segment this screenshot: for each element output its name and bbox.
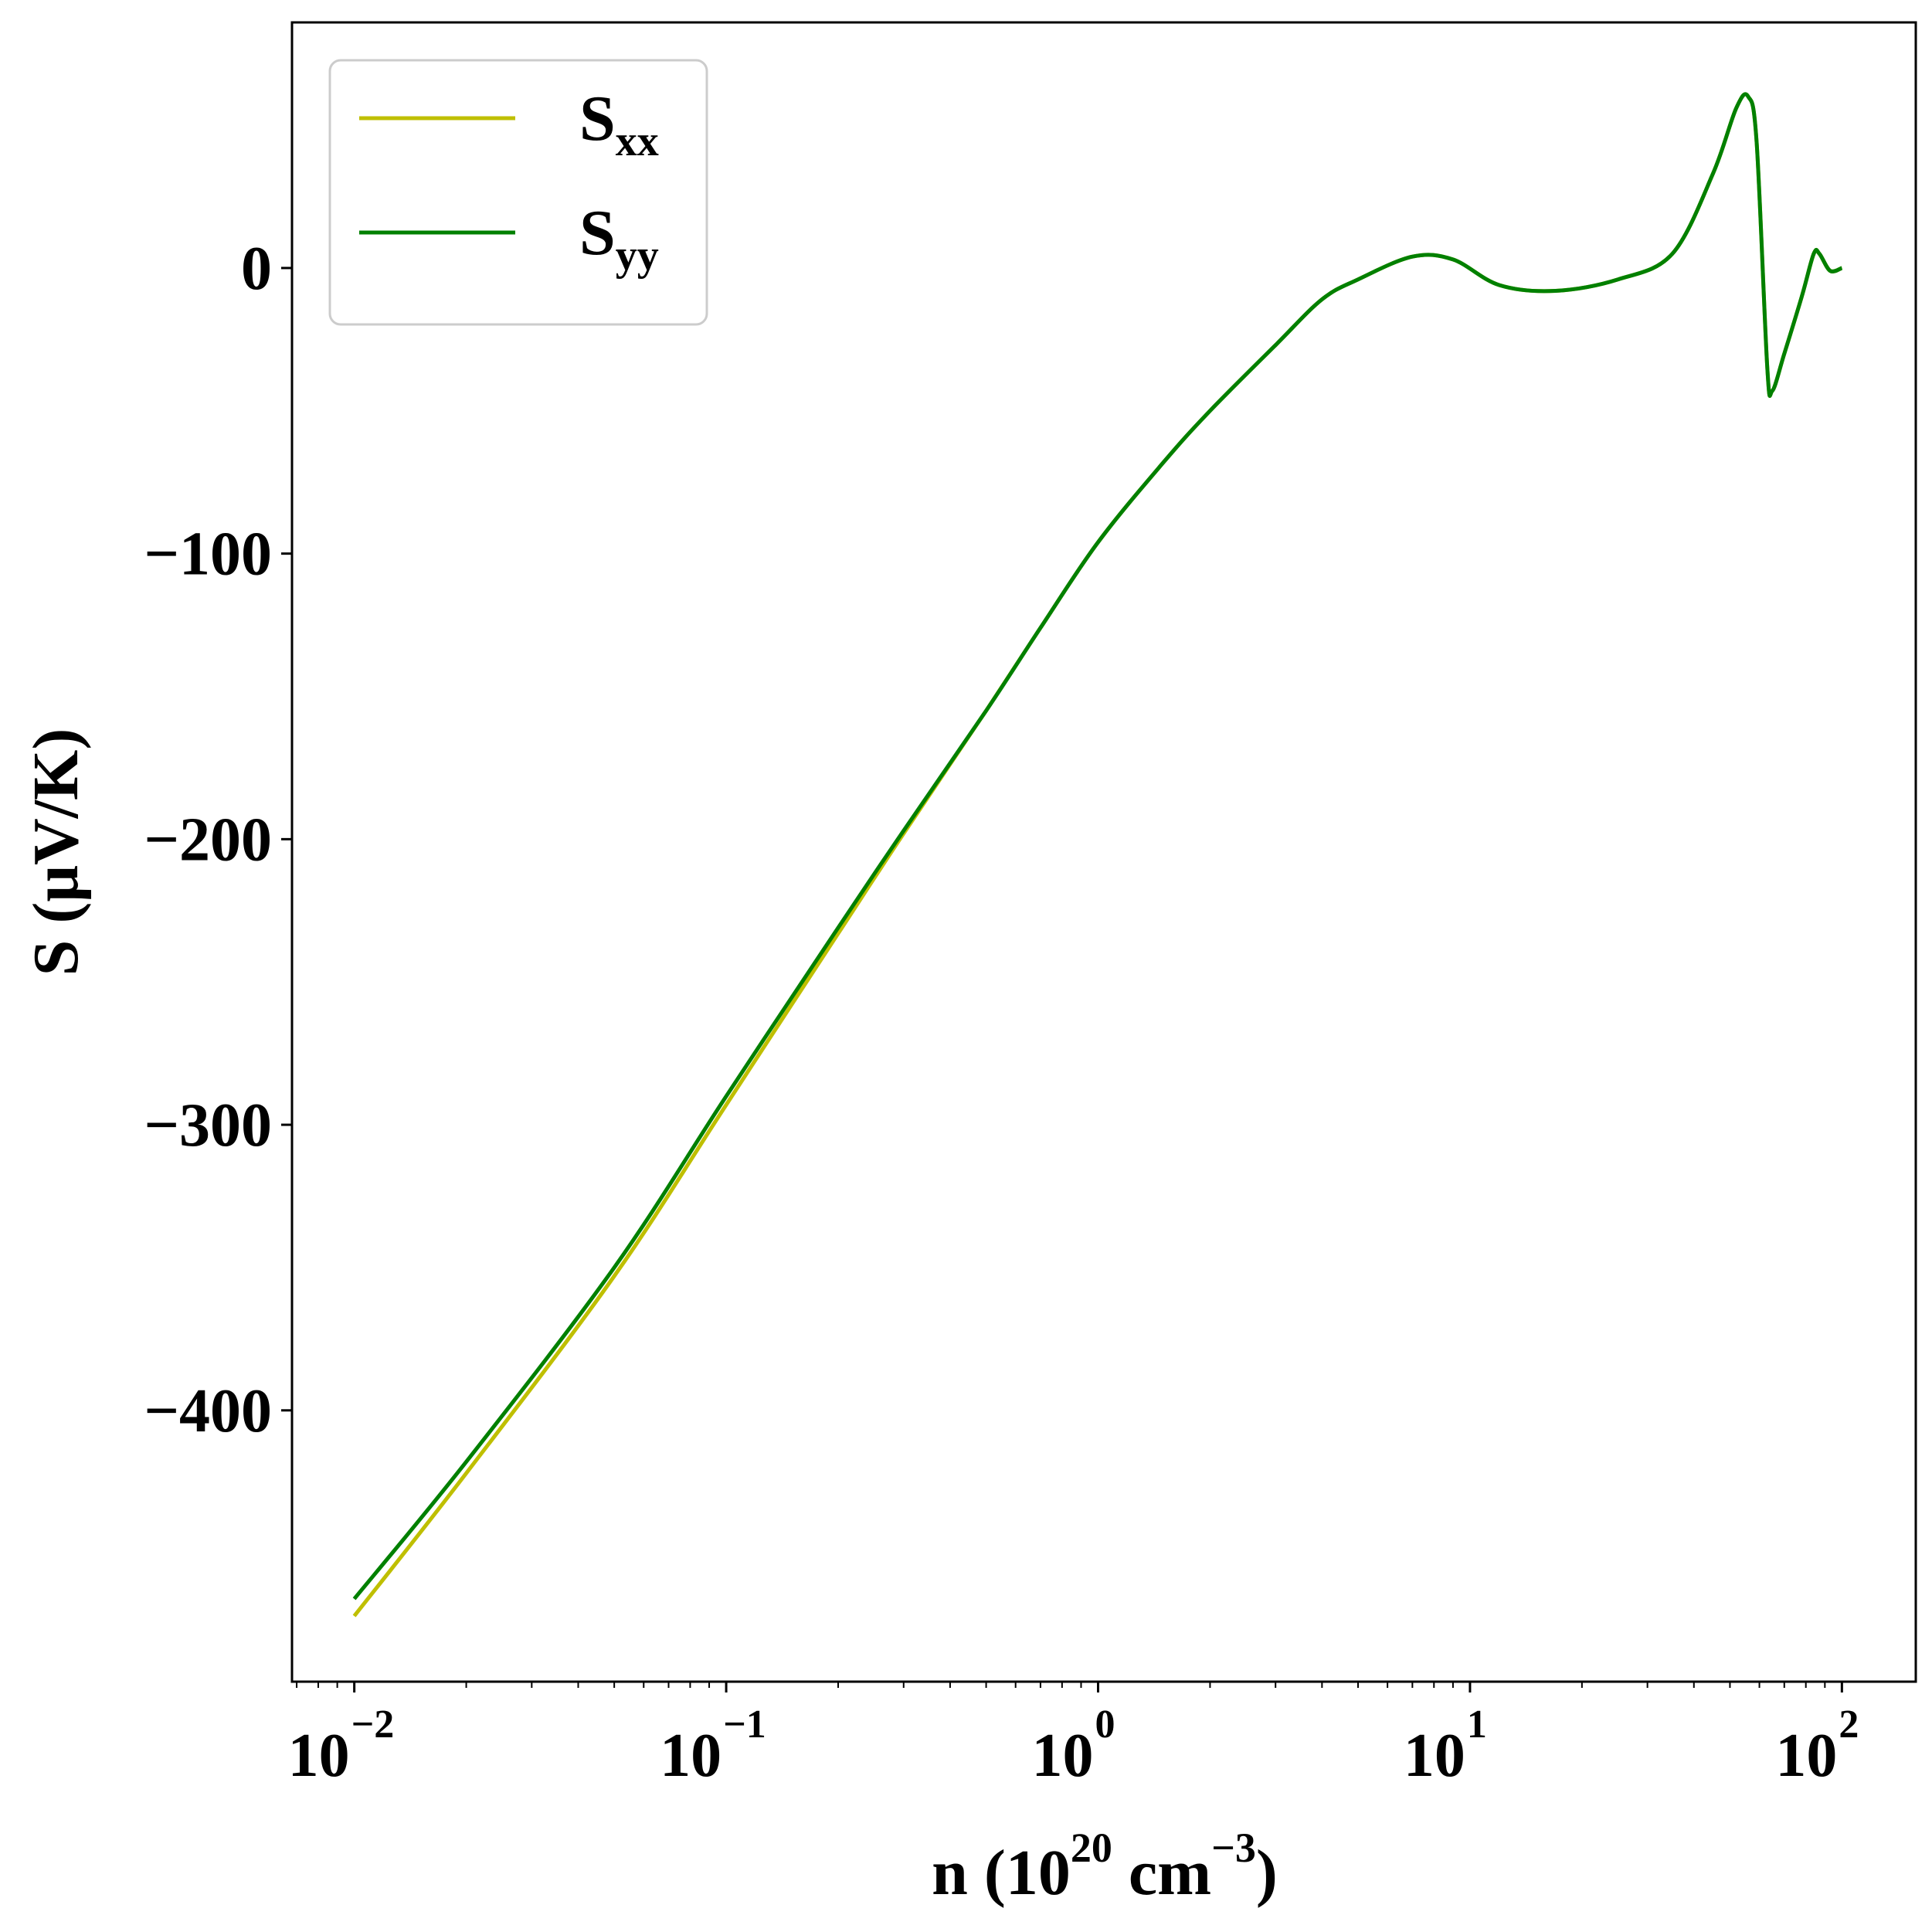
x-tick-exponent: −2 — [351, 1703, 395, 1747]
axes-frame — [290, 21, 1917, 1683]
x-tick-exponent: −1 — [723, 1703, 766, 1747]
legend-label-main: S — [579, 83, 616, 154]
plot-area: 10 −2 10 −1 10 0 10 1 10 20−100−200−300−400 — [144, 21, 1917, 1790]
series-line-yy — [352, 92, 1843, 1601]
x-tick-base: 10 — [660, 1722, 722, 1790]
legend-label-main: S — [579, 197, 616, 269]
legend-label-sub: xx — [616, 117, 659, 165]
x-tick-label: 10 0 — [1031, 1703, 1115, 1790]
y-axis-title-text: S (μV/K) — [20, 728, 92, 976]
x-axis-title-sup2: −3 — [1211, 1825, 1256, 1871]
y-axis-title: S (μV/K) — [20, 728, 92, 976]
x-tick-label: 10 −2 — [288, 1703, 395, 1790]
x-axis-title-prefix: n (10 — [932, 1837, 1071, 1909]
x-tick-base: 10 — [1775, 1722, 1837, 1790]
x-tick-label: 10 −1 — [660, 1703, 766, 1790]
x-tick-exponent: 1 — [1467, 1703, 1487, 1747]
x-tick-exponent: 2 — [1839, 1703, 1859, 1747]
ticks-layer: 10 −2 10 −1 10 0 10 1 10 20−100−200−300−400 — [144, 235, 1859, 1790]
x-tick-label: 10 2 — [1775, 1703, 1859, 1790]
x-axis-title-sup1: 20 — [1071, 1825, 1112, 1871]
x-axis-title-suffix: ) — [1256, 1837, 1278, 1909]
legend-item-yy: Syy — [359, 197, 659, 280]
y-tick-label: −300 — [144, 1092, 272, 1159]
legend-label-xx: Sxx — [579, 83, 659, 165]
y-tick-label: −400 — [144, 1377, 272, 1445]
y-tick-label: −200 — [144, 806, 272, 874]
legend-label-sub: yy — [616, 232, 659, 280]
legend-box — [328, 59, 708, 326]
x-tick-base: 10 — [1404, 1722, 1465, 1790]
legend-item-xx: Sxx — [359, 83, 659, 165]
x-tick-base: 10 — [288, 1722, 350, 1790]
x-tick-base: 10 — [1031, 1722, 1093, 1790]
x-tick-label: 10 1 — [1404, 1703, 1487, 1790]
series-layer — [352, 92, 1843, 1618]
legend-label-yy: Syy — [579, 197, 659, 280]
x-tick-exponent: 0 — [1095, 1703, 1115, 1747]
x-axis-title-text: n (1020 cm−3) — [932, 1825, 1278, 1909]
y-tick-label: 0 — [241, 235, 272, 303]
y-tick-label: −100 — [144, 521, 272, 589]
x-axis-title: n (1020 cm−3) — [932, 1825, 1278, 1909]
x-axis-title-mid: cm — [1112, 1837, 1211, 1909]
